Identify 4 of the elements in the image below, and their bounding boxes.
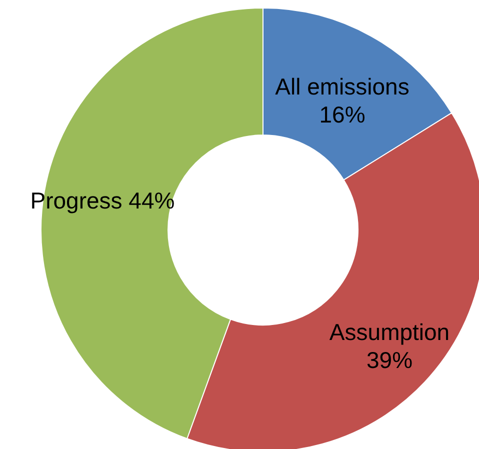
data-label: 39%	[366, 346, 413, 373]
data-label: 16%	[319, 102, 366, 128]
slice-label: All emissions	[275, 74, 410, 100]
slice-label: Assumption	[329, 318, 450, 345]
